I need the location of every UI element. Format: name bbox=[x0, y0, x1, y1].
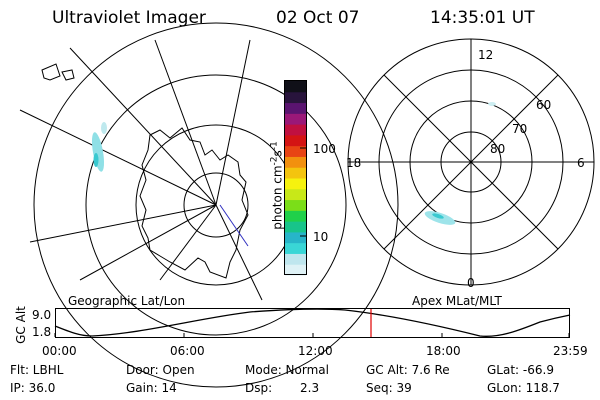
colorbar-segment bbox=[285, 210, 306, 222]
filter-info: Flt: LBHL bbox=[10, 363, 64, 377]
mlat-label-70: 70 bbox=[512, 122, 528, 136]
colorbar-segment bbox=[285, 167, 306, 179]
colorbar-unit-label: photon cm-2s-1 bbox=[269, 141, 285, 230]
altitude-axis-label: GC Alt bbox=[14, 306, 28, 344]
colorbar-segment bbox=[285, 242, 306, 254]
colorbar-tick-100: 100 bbox=[313, 142, 336, 156]
dsp-label: Dsp: bbox=[245, 381, 273, 395]
colorbar-segment bbox=[285, 91, 306, 104]
altitude-tick-1-8: 1.8 bbox=[32, 325, 52, 339]
colorbar-segment bbox=[285, 113, 306, 125]
colorbar-segment bbox=[285, 253, 306, 265]
time-label: 14:35:01 UT bbox=[430, 8, 535, 28]
colorbar-segment bbox=[285, 178, 306, 190]
glon-info: GLon: 118.7 bbox=[487, 381, 560, 395]
colorbar-segment bbox=[285, 188, 306, 201]
colorbar-segment bbox=[285, 81, 306, 93]
mlat-label-80: 80 bbox=[490, 142, 506, 156]
door-info: Door: Open bbox=[126, 363, 195, 377]
right-map-caption: Apex MLat/MLT bbox=[412, 294, 502, 308]
glat-info: GLat: -66.9 bbox=[487, 363, 554, 377]
mlt-label-6: 6 bbox=[577, 156, 585, 170]
mlt-label-0: 0 bbox=[467, 276, 475, 290]
mlt-label-12: 12 bbox=[478, 48, 494, 62]
intensity-colorbar bbox=[284, 80, 307, 276]
date-label: 02 Oct 07 bbox=[276, 8, 360, 28]
colorbar-segment bbox=[285, 231, 306, 244]
colorbar-tick-10: 10 bbox=[313, 230, 329, 244]
colorbar-segment bbox=[285, 145, 306, 157]
mode-info: Mode: Normal bbox=[245, 363, 329, 377]
time-tick-2359: 23:59 bbox=[553, 344, 588, 358]
gc-altitude-info: GC Alt: 7.6 Re bbox=[366, 363, 450, 377]
colorbar-segment bbox=[285, 134, 306, 147]
altitude-tick-9: 9.0 bbox=[32, 308, 52, 322]
colorbar-segment bbox=[285, 221, 306, 233]
time-tick-0000: 00:00 bbox=[42, 344, 77, 358]
left-map-caption: Geographic Lat/Lon bbox=[68, 294, 186, 308]
sequence-info: Seq: 39 bbox=[366, 381, 412, 395]
imager-title: Ultraviolet Imager bbox=[52, 8, 206, 28]
ip-info: IP: 36.0 bbox=[10, 381, 56, 395]
polar-mlt-map bbox=[347, 38, 595, 286]
altitude-plot bbox=[54, 308, 571, 338]
dsp-value: 2.3 bbox=[300, 381, 320, 395]
colorbar-segment bbox=[285, 124, 306, 136]
time-tick-1800: 18:00 bbox=[426, 344, 461, 358]
time-tick-1200: 12:00 bbox=[298, 344, 333, 358]
colorbar-segment bbox=[285, 156, 306, 168]
mlt-label-18: 18 bbox=[346, 156, 362, 170]
mlat-label-60: 60 bbox=[536, 98, 552, 112]
colorbar-segment bbox=[285, 199, 306, 211]
time-tick-0600: 06:00 bbox=[170, 344, 205, 358]
geographic-map bbox=[19, 22, 399, 388]
colorbar-segment bbox=[285, 264, 306, 276]
gain-info: Gain: 14 bbox=[126, 381, 177, 395]
colorbar-segment bbox=[285, 102, 306, 114]
